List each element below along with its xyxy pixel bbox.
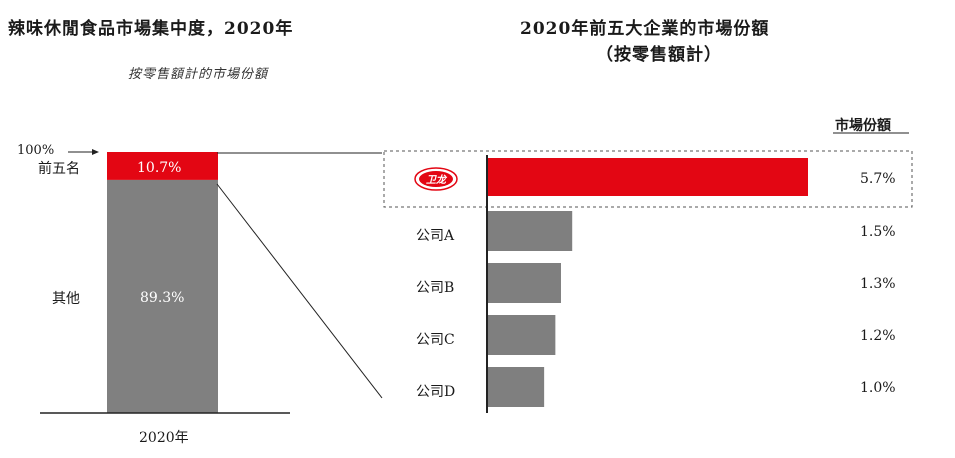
value-label: 1.3% [860, 276, 896, 292]
left-chart-subtitle: 按零售額計的市場份額 [128, 67, 269, 82]
value-label: 1.5% [860, 224, 896, 240]
right-chart-title: 2020年前五大企業的市場份額 [520, 19, 770, 39]
series-label-others: 其他 [52, 291, 80, 307]
bar [488, 263, 561, 303]
value-label: 1.0% [860, 380, 896, 396]
value-label-others: 89.3% [140, 290, 185, 306]
left-stacked-bar [107, 152, 218, 413]
right-chart-subtitle: （按零售額計） [596, 45, 722, 65]
bar [488, 211, 573, 251]
value-label: 1.2% [860, 328, 896, 344]
bar [488, 315, 556, 355]
bar [488, 158, 808, 196]
stacked-segment-top5 [107, 152, 218, 180]
bar [488, 367, 545, 407]
logo-text: 卫龙 [426, 174, 448, 186]
category-label: 公司B [416, 280, 455, 296]
arrow-head-icon [92, 149, 99, 155]
left-chart-title: 辣味休閒食品市場集中度，2020年 [8, 19, 294, 39]
value-label-top5: 10.7% [137, 160, 182, 176]
value-label: 5.7% [860, 171, 896, 187]
left-x-label: 2020年 [139, 430, 189, 446]
right-bars [488, 158, 808, 407]
weilong-logo-icon: 卫龙 [414, 167, 458, 191]
column-header: 市場份額 [835, 118, 891, 134]
category-label: 公司C [416, 332, 455, 348]
stacked-segment-others [107, 179, 218, 413]
category-label: 公司A [416, 228, 455, 244]
top-marker-label: 100% [17, 143, 55, 158]
connector-line-bottom [216, 183, 383, 399]
highlight-box [383, 150, 913, 208]
category-label: 公司D [416, 384, 456, 400]
series-label-top5: 前五名 [38, 161, 80, 177]
